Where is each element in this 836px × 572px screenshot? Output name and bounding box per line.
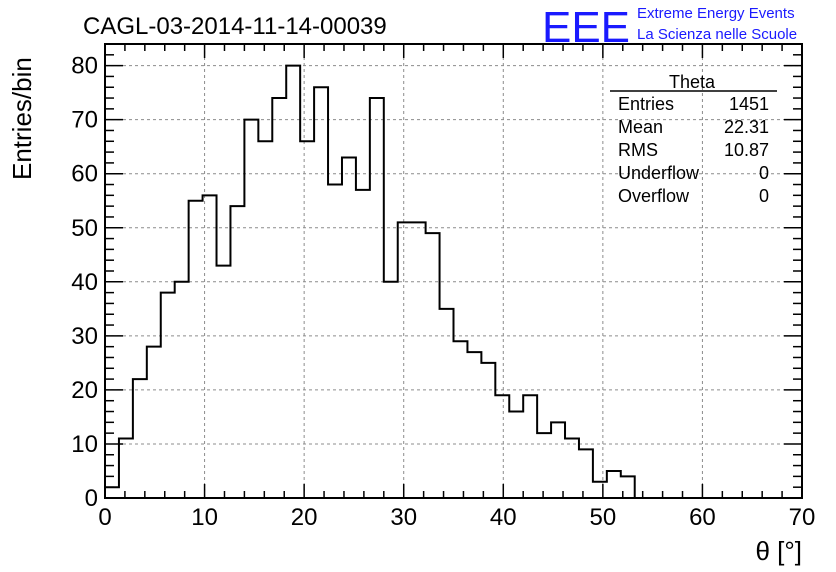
y-tick-label: 50	[71, 215, 98, 242]
x-axis-label: θ [°]	[755, 536, 802, 566]
stats-row-value: 22.31	[724, 117, 769, 137]
histogram-bin	[272, 98, 286, 498]
histogram-bin	[467, 352, 481, 498]
x-tick-label: 10	[191, 504, 218, 531]
histogram-bin	[579, 449, 593, 498]
histogram-outline	[104, 64, 802, 499]
histogram-bin	[189, 201, 203, 498]
histogram-bin	[551, 422, 565, 498]
histogram-bin	[440, 309, 454, 498]
stats-row-label: RMS	[618, 140, 658, 160]
x-tick-label: 40	[490, 504, 517, 531]
histogram-bin	[217, 266, 231, 498]
histogram-bin	[370, 98, 384, 498]
stats-row-value: 1451	[729, 94, 769, 114]
x-tick-label: 30	[390, 504, 417, 531]
histogram-bin	[175, 282, 189, 498]
x-tick-label: 70	[789, 504, 816, 531]
histogram-bin	[314, 87, 328, 498]
histogram-bin	[230, 206, 244, 498]
logo-line-1: Extreme Energy Events	[637, 5, 795, 22]
histogram-bin	[495, 395, 509, 498]
histogram-bin	[133, 379, 147, 498]
y-tick-label: 10	[71, 431, 98, 458]
stats-row-value: 10.87	[724, 140, 769, 160]
plot-frame	[104, 43, 803, 499]
histogram-bin	[105, 487, 119, 498]
y-tick-label: 60	[71, 161, 98, 188]
stats-rows: Entries 1451 Mean 22.31 RMS 10.87 Underflow 0 Ov…	[618, 94, 769, 206]
histogram-bin	[607, 471, 621, 498]
y-tick-label: 0	[85, 485, 98, 512]
stats-row-label: Overflow	[618, 186, 690, 206]
stats-row-label: Entries	[618, 94, 674, 114]
stats-title: Theta	[669, 72, 716, 92]
histogram-bin	[244, 120, 258, 498]
eee-logo: EEE Extreme Energy Events La Scienza nel…	[542, 3, 797, 52]
x-tick-label: 0	[98, 504, 111, 531]
histogram-bin	[523, 395, 537, 498]
y-axis-label: Entries/bin	[7, 57, 37, 180]
stats-row-value: 0	[759, 163, 769, 183]
x-tick-label: 60	[689, 504, 716, 531]
chart-title: CAGL-03-2014-11-14-00039	[83, 13, 387, 40]
histogram-bin	[565, 439, 579, 498]
x-tick-label: 50	[590, 504, 617, 531]
stats-row-value: 0	[759, 186, 769, 206]
histogram-bin	[398, 222, 412, 498]
histogram-bin	[481, 363, 495, 498]
histogram	[104, 64, 802, 499]
stats-box: Theta Entries 1451 Mean 22.31 RMS 10.87 Underf…	[610, 72, 777, 206]
histogram-bin	[300, 141, 314, 498]
histogram-bin	[454, 341, 468, 498]
y-tick-label: 40	[71, 269, 98, 296]
stats-row-label: Mean	[618, 117, 663, 137]
logo-line-2: La Scienza nelle Scuole	[637, 26, 797, 43]
y-tick-label: 80	[71, 53, 98, 80]
histogram-bin	[342, 158, 356, 499]
histogram-bin	[593, 482, 607, 498]
grid	[105, 44, 802, 498]
y-tick-label: 20	[71, 377, 98, 404]
histogram-bin	[356, 190, 370, 498]
histogram-bin	[509, 412, 523, 498]
tick-labels: 0 10 20 30 40 50 60 70 0 10 20 30 40 50 60 70 80	[71, 53, 815, 531]
histogram-bin	[161, 293, 175, 498]
x-tick-label: 20	[291, 504, 318, 531]
y-tick-label: 70	[71, 107, 98, 134]
stats-row-label: Underflow	[618, 163, 700, 183]
histogram-bin	[328, 185, 342, 498]
histogram-bin	[537, 433, 551, 498]
histogram-bin	[147, 347, 161, 498]
y-tick-label: 30	[71, 323, 98, 350]
histogram-bin	[258, 141, 272, 498]
histogram-bin	[412, 222, 426, 498]
histogram-bin	[119, 439, 133, 498]
axes	[104, 43, 803, 499]
histogram-bin	[426, 233, 440, 498]
